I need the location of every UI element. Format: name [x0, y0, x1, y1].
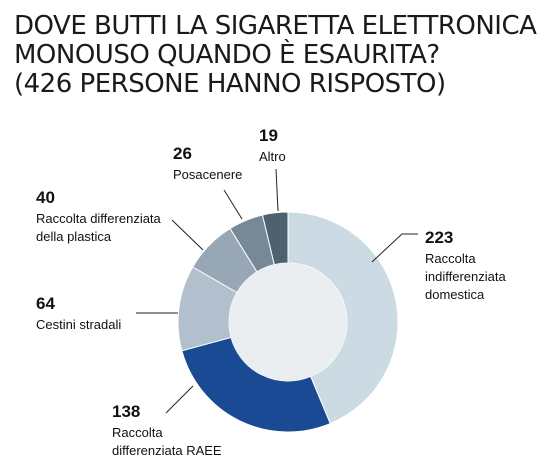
slice-value-label-5: 19	[259, 126, 278, 145]
slice-labels: 223 Raccolta indifferenziata domestica 138 Ra…	[36, 126, 506, 458]
slice-category-label-4-0: Posacenere	[173, 167, 242, 182]
slice-category-label-0-1: indifferenziata	[425, 269, 506, 284]
donut-slices	[177, 211, 399, 433]
title-line-1: DOVE BUTTI LA SIGARETTA ELETTRONICA	[14, 11, 537, 41]
slice-value-label-4: 26	[173, 144, 192, 163]
slice-value-label-3: 40	[36, 188, 55, 207]
slice-category-label-1-0: Raccolta	[112, 425, 163, 440]
title-line-3: (426 PERSONE HANNO RISPOSTO)	[14, 69, 446, 99]
slice-value-label-0: 223	[425, 228, 453, 247]
slice-category-label-1-1: differenziata RAEE	[112, 443, 222, 458]
slice-value-label-1: 138	[112, 402, 140, 421]
label-leaders	[136, 168, 418, 414]
leader-line-3	[171, 219, 204, 251]
leader-line-0	[371, 233, 418, 263]
slice-category-label-3-0: Raccolta differenziata	[36, 211, 162, 226]
title-line-2: MONOUSO QUANDO È ESAURITA?	[14, 40, 440, 70]
slice-category-label-0-2: domestica	[425, 287, 485, 302]
slice-category-label-5-0: Altro	[259, 149, 286, 164]
slice-category-label-0-0: Raccolta	[425, 251, 476, 266]
donut-hole	[229, 263, 347, 381]
leader-line-5	[275, 168, 279, 212]
chart-title: DOVE BUTTI LA SIGARETTA ELETTRONICA MONO…	[14, 12, 550, 99]
slice-value-label-2: 64	[36, 294, 55, 313]
slice-category-label-2-0: Cestini stradali	[36, 317, 121, 332]
leader-line-4	[223, 189, 243, 220]
leader-line-1	[165, 385, 194, 414]
slice-category-label-3-1: della plastica	[36, 229, 112, 244]
